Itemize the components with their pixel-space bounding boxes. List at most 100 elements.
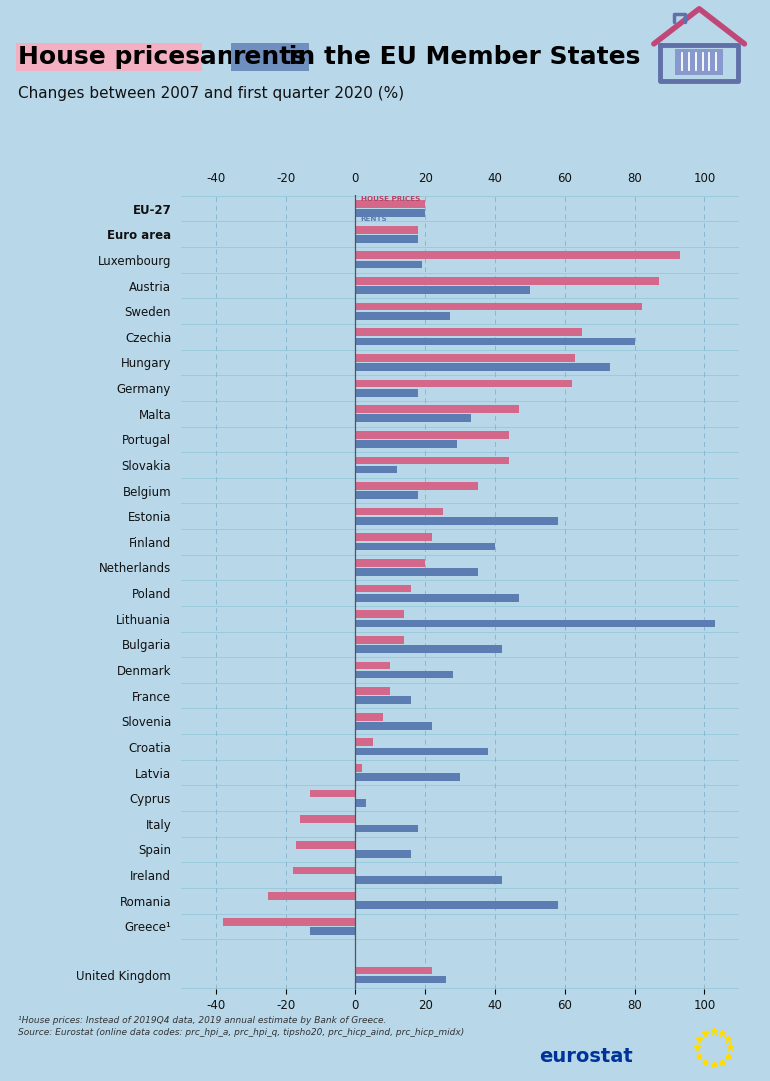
Bar <box>181 375 739 401</box>
Bar <box>356 825 418 832</box>
Bar <box>356 337 634 345</box>
Bar <box>181 888 739 913</box>
Bar <box>181 863 739 888</box>
Bar <box>356 876 502 883</box>
Bar <box>356 405 520 413</box>
Text: HOUSE PRICES: HOUSE PRICES <box>360 196 420 202</box>
Bar <box>300 815 356 823</box>
Bar <box>356 431 509 439</box>
Bar <box>181 529 739 555</box>
Bar <box>356 611 404 618</box>
Text: eurostat: eurostat <box>539 1046 633 1066</box>
Bar <box>356 508 443 516</box>
Text: House prices: House prices <box>18 45 200 69</box>
Bar <box>356 696 411 704</box>
Bar <box>356 466 397 473</box>
Bar <box>356 329 582 336</box>
Bar <box>356 440 457 448</box>
Bar <box>356 619 715 627</box>
Bar <box>296 841 356 849</box>
Bar <box>356 482 477 490</box>
Bar <box>356 662 390 669</box>
Bar <box>181 708 739 734</box>
Bar <box>268 892 356 899</box>
Bar <box>356 210 425 217</box>
Bar <box>181 222 739 248</box>
Bar <box>310 927 356 935</box>
Bar <box>356 738 373 746</box>
Text: ¹House prices: Instead of 2019Q4 data, 2019 annual estimate by Bank of Greece.: ¹House prices: Instead of 2019Q4 data, 2… <box>18 1016 387 1025</box>
Bar <box>181 606 739 631</box>
Bar <box>356 353 575 362</box>
Bar <box>181 248 739 272</box>
Bar <box>181 324 739 349</box>
Bar <box>356 748 488 756</box>
Bar <box>356 966 432 974</box>
Bar <box>181 734 739 760</box>
Text: Source: Eurostat (online data codes: prc_hpi_a, prc_hpi_q, tipsho20, prc_hicp_ai: Source: Eurostat (online data codes: prc… <box>18 1028 465 1037</box>
Bar <box>181 631 739 657</box>
Bar <box>181 401 739 427</box>
Bar <box>356 252 680 259</box>
Bar <box>181 349 739 375</box>
Text: in the EU Member States: in the EU Member States <box>280 45 640 69</box>
Bar <box>181 504 739 529</box>
Bar <box>181 580 739 606</box>
Bar <box>356 312 450 320</box>
Bar <box>356 585 411 592</box>
Bar <box>356 303 641 310</box>
Text: Changes between 2007 and first quarter 2020 (%): Changes between 2007 and first quarter 2… <box>18 86 404 102</box>
Bar <box>356 976 446 984</box>
Bar <box>181 683 739 708</box>
Bar <box>181 913 739 939</box>
Text: RENTS: RENTS <box>360 215 387 222</box>
Bar <box>356 543 495 550</box>
Bar <box>356 226 418 233</box>
Bar <box>181 298 739 324</box>
Bar <box>181 478 739 504</box>
Bar <box>356 379 571 387</box>
Bar <box>356 559 425 566</box>
Bar <box>181 786 739 811</box>
Bar <box>356 286 530 294</box>
Bar <box>356 764 363 772</box>
Bar <box>356 850 411 858</box>
Bar <box>181 272 739 298</box>
Bar <box>181 555 739 580</box>
Bar <box>356 456 509 464</box>
Bar <box>181 962 739 988</box>
Bar <box>181 452 739 478</box>
Bar <box>181 760 739 786</box>
Bar <box>356 712 383 721</box>
Bar <box>356 414 470 423</box>
FancyBboxPatch shape <box>675 49 723 75</box>
Bar <box>181 811 739 837</box>
Bar <box>223 918 356 925</box>
Bar <box>356 363 610 371</box>
Bar <box>356 688 390 695</box>
Bar <box>181 196 739 222</box>
Bar <box>356 671 453 679</box>
Bar <box>293 867 356 875</box>
Text: and: and <box>191 45 261 69</box>
Bar <box>356 722 432 730</box>
Bar <box>356 517 557 524</box>
Bar <box>356 773 460 780</box>
Bar <box>181 427 739 452</box>
Text: rents: rents <box>233 45 306 69</box>
Bar <box>356 235 418 243</box>
Bar <box>356 389 418 397</box>
Bar <box>356 261 422 268</box>
Bar <box>356 645 502 653</box>
Bar <box>356 593 520 602</box>
Bar <box>356 636 404 643</box>
Bar <box>356 902 557 909</box>
Bar <box>356 277 659 284</box>
Bar <box>356 492 418 499</box>
Bar <box>356 533 432 542</box>
Bar <box>181 657 739 683</box>
Bar <box>356 569 477 576</box>
Bar <box>181 837 739 863</box>
Bar <box>356 799 366 806</box>
Bar <box>356 200 425 208</box>
